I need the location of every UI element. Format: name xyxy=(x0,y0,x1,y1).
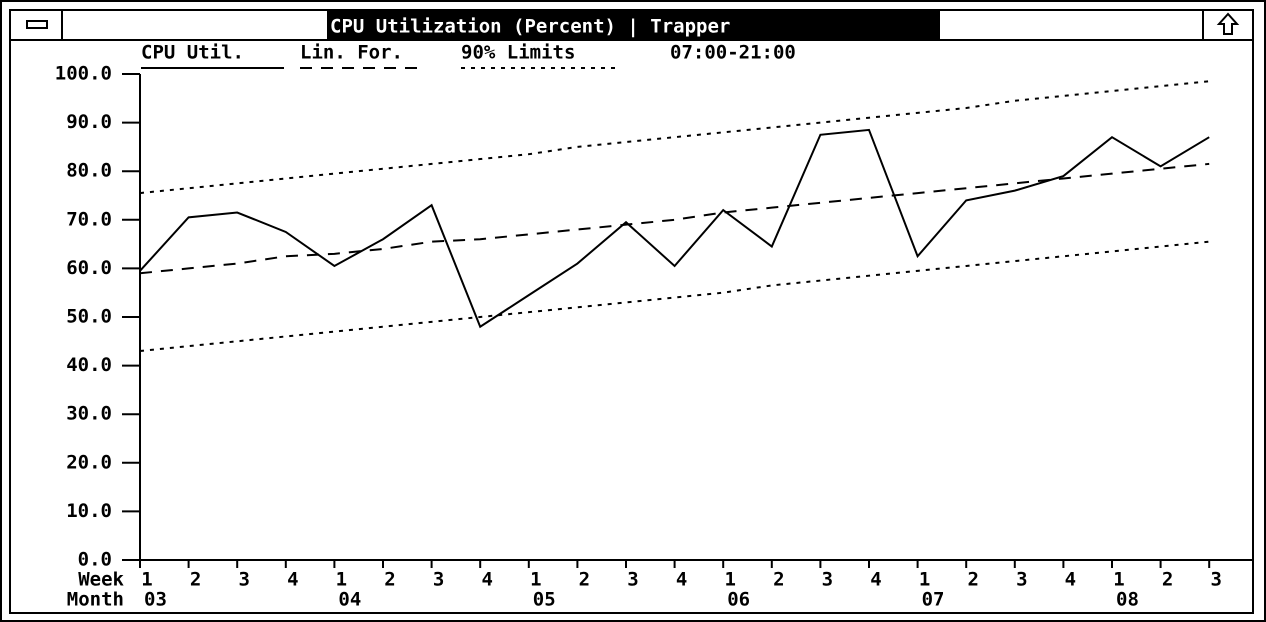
y-tick-label: 60.0 xyxy=(66,257,112,279)
month-label: 03 xyxy=(144,589,167,611)
x-tick-label: 1 xyxy=(724,569,735,591)
month-label: 08 xyxy=(1116,589,1139,611)
x-tick-label: 1 xyxy=(1113,569,1124,591)
x-tick-label: 3 xyxy=(627,569,638,591)
subtitle: 07:00-21:00 xyxy=(670,42,796,64)
maximize-icon xyxy=(1216,12,1240,35)
month-label: 05 xyxy=(533,589,556,611)
y-tick-label: 10.0 xyxy=(66,500,112,522)
x-tick-label: 1 xyxy=(141,569,152,591)
series-line xyxy=(139,162,1210,275)
x-tick-label: 2 xyxy=(190,569,201,591)
system-menu-icon xyxy=(26,20,48,29)
y-tick-label: 100.0 xyxy=(55,63,112,85)
client-frame xyxy=(9,9,1254,614)
legend-label: Lin. For. xyxy=(300,42,403,64)
x-tick-label: 2 xyxy=(579,569,590,591)
x-tick-label: 3 xyxy=(433,569,444,591)
month-label: 04 xyxy=(338,589,361,611)
x-tick-label: 4 xyxy=(676,569,687,591)
x-tick-label: 2 xyxy=(1162,569,1173,591)
x-tick-label: 2 xyxy=(967,569,978,591)
week-row-label: Week xyxy=(78,569,124,591)
y-tick-label: 80.0 xyxy=(66,160,112,182)
x-tick-label: 4 xyxy=(287,569,298,591)
month-label: 07 xyxy=(922,589,945,611)
x-tick-label: 4 xyxy=(481,569,492,591)
legend-label: CPU Util. xyxy=(141,42,244,64)
x-tick-label: 3 xyxy=(822,569,833,591)
y-tick-label: 0.0 xyxy=(78,549,112,571)
window-title: CPU Utilization (Percent) | Trapper xyxy=(330,16,730,38)
title-bar xyxy=(327,11,940,40)
x-tick-label: 2 xyxy=(773,569,784,591)
x-tick-label: 3 xyxy=(1016,569,1027,591)
x-tick-label: 4 xyxy=(1065,569,1076,591)
x-tick-label: 1 xyxy=(336,569,347,591)
month-label: 06 xyxy=(727,589,750,611)
month-row-label: Month xyxy=(67,589,124,611)
y-tick-label: 50.0 xyxy=(66,306,112,328)
x-tick-label: 2 xyxy=(384,569,395,591)
x-tick-label: 1 xyxy=(919,569,930,591)
x-tick-label: 1 xyxy=(530,569,541,591)
legend-label: 90% Limits xyxy=(461,42,575,64)
y-tick-label: 70.0 xyxy=(66,208,112,230)
y-tick-label: 40.0 xyxy=(66,354,112,376)
y-tick-label: 90.0 xyxy=(66,111,112,133)
y-tick-label: 20.0 xyxy=(66,451,112,473)
y-tick-label: 30.0 xyxy=(66,403,112,425)
x-tick-label: 3 xyxy=(1210,569,1221,591)
x-tick-label: 3 xyxy=(238,569,249,591)
x-tick-label: 4 xyxy=(870,569,881,591)
